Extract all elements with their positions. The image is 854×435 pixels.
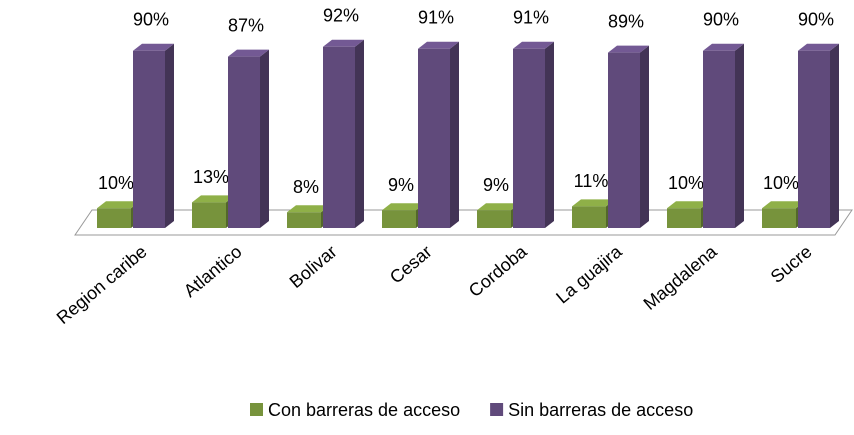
x-tick-label: Bolivar bbox=[286, 241, 341, 292]
legend-swatch bbox=[490, 403, 504, 416]
bar-face bbox=[418, 41, 459, 49]
x-tick-label: Region caribe bbox=[53, 241, 151, 328]
bar-face bbox=[640, 45, 649, 228]
bar bbox=[133, 43, 174, 229]
bar-face bbox=[513, 48, 545, 229]
bar-face bbox=[545, 41, 554, 229]
bar-face bbox=[133, 50, 165, 229]
bar-face bbox=[287, 205, 330, 213]
floor bbox=[74, 209, 853, 236]
x-tick-label: Atlantico bbox=[180, 241, 246, 301]
bar bbox=[608, 45, 649, 228]
bar bbox=[667, 201, 710, 228]
bar-face bbox=[97, 208, 131, 228]
bar bbox=[798, 43, 839, 229]
bar bbox=[228, 49, 269, 228]
legend-label: Con barreras de acceso bbox=[268, 400, 460, 420]
legend-swatch bbox=[250, 403, 263, 416]
data-label: 87% bbox=[228, 15, 264, 35]
data-label: 9% bbox=[483, 175, 509, 195]
bar-face bbox=[450, 41, 459, 229]
x-tick-label: Magdalena bbox=[640, 241, 722, 314]
bar-face bbox=[165, 43, 174, 229]
bar-face bbox=[323, 39, 364, 47]
bar-face bbox=[323, 46, 355, 229]
bar-face bbox=[572, 199, 615, 207]
bar-face bbox=[667, 201, 710, 209]
bar-face bbox=[418, 48, 450, 229]
data-label: 89% bbox=[608, 11, 644, 31]
data-label: 90% bbox=[703, 9, 739, 29]
bar-face bbox=[228, 49, 269, 57]
bar bbox=[323, 39, 364, 229]
x-tick-label: Sucre bbox=[767, 241, 816, 287]
bar-face bbox=[382, 210, 416, 228]
bar-face bbox=[703, 50, 735, 229]
bar-face bbox=[382, 203, 425, 211]
data-label: 10% bbox=[668, 173, 704, 193]
data-label: 10% bbox=[763, 173, 799, 193]
data-label: 11% bbox=[574, 171, 609, 191]
data-label: 91% bbox=[418, 7, 454, 27]
legend-label: Sin barreras de acceso bbox=[508, 400, 693, 420]
x-tick-label: Cesar bbox=[386, 241, 436, 287]
data-label: 10% bbox=[98, 173, 134, 193]
bar-face bbox=[477, 210, 511, 228]
data-label: 91% bbox=[513, 7, 549, 27]
bar-face bbox=[762, 208, 796, 228]
bar bbox=[703, 43, 744, 229]
bar-face bbox=[133, 43, 174, 51]
data-label: 8% bbox=[293, 177, 319, 197]
data-label: 90% bbox=[133, 9, 169, 29]
bar-face bbox=[798, 50, 830, 229]
x-tick-label: La guajira bbox=[552, 241, 626, 308]
bar bbox=[418, 41, 459, 229]
bar-face bbox=[260, 49, 269, 228]
bar-face bbox=[513, 41, 554, 49]
x-tick-label: Cordoba bbox=[465, 241, 532, 301]
bar-face bbox=[608, 52, 640, 228]
data-label: 13% bbox=[193, 167, 229, 187]
bar-face bbox=[735, 43, 744, 229]
bar-face bbox=[97, 201, 140, 209]
data-label: 90% bbox=[798, 9, 834, 29]
bar-face bbox=[228, 56, 260, 228]
bar-face bbox=[830, 43, 839, 229]
bar-face bbox=[798, 43, 839, 51]
bar-face bbox=[667, 208, 701, 228]
bar bbox=[513, 41, 554, 229]
bar-face bbox=[192, 195, 235, 203]
bar-face bbox=[192, 202, 226, 228]
data-label: 92% bbox=[323, 6, 359, 26]
bar-face bbox=[572, 206, 606, 228]
bar-face bbox=[608, 45, 649, 53]
bar-face bbox=[355, 39, 364, 229]
bar-face bbox=[762, 201, 805, 209]
bar-face bbox=[287, 212, 321, 228]
data-label: 9% bbox=[388, 175, 414, 195]
bar-face bbox=[477, 203, 520, 211]
bar-face bbox=[703, 43, 744, 51]
